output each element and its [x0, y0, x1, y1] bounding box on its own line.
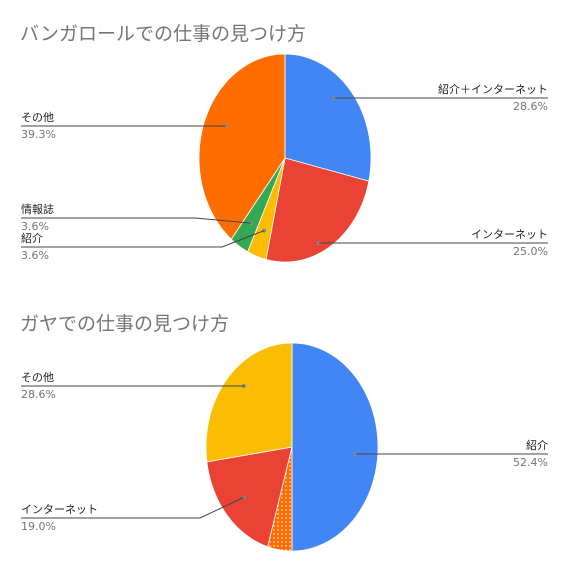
leader-line: [21, 217, 252, 224]
slice-percentage: 52.4%: [513, 456, 548, 469]
slice-label: 情報誌: [21, 202, 54, 216]
pie-slice: [230, 157, 286, 253]
slice-label: インターネット: [471, 228, 548, 241]
pie-labels: 紹介 52.4% インターネット 19.0% その他 28.6%: [21, 371, 548, 533]
slice-label: インターネット: [21, 503, 98, 516]
pie-slices: [205, 342, 379, 552]
pie-slice: [247, 157, 286, 260]
pie-leader-lines: [21, 96, 548, 248]
slice-label: 紹介＋インターネット: [438, 83, 548, 96]
pie-slice: [265, 157, 370, 263]
slice-label: 紹介: [21, 232, 43, 245]
chart-gaya: ガヤでの仕事の見つけ方 紹介 52.4% インターネット 19.0% その他 28.6%: [20, 313, 548, 552]
chart-bangalore: バンガロールでの仕事の見つけ方 紹介＋インターネット 28.6% インターネット 25…: [20, 23, 548, 263]
leader-line: [21, 230, 265, 248]
leader-dot: [316, 241, 321, 245]
chart-title: バンガロールでの仕事の見つけ方: [20, 23, 306, 45]
pie-slice: [206, 446, 293, 548]
pie-slices: [198, 53, 372, 263]
pie-slice: [205, 342, 293, 463]
slice-percentage: 25.0%: [513, 245, 548, 258]
slice-percentage: 39.3%: [21, 128, 56, 141]
pie-slice: [284, 53, 372, 182]
slice-label: その他: [21, 371, 54, 384]
slice-percentage: 3.6%: [21, 249, 49, 262]
leader-dot: [262, 228, 267, 233]
leader-dot: [249, 221, 254, 226]
slice-percentage: 19.0%: [21, 520, 56, 533]
slice-label: その他: [21, 111, 54, 124]
leader-dot: [222, 124, 227, 128]
leader-line: [21, 496, 245, 519]
pie-slice: [291, 342, 379, 552]
pie-labels: 紹介＋インターネット28.6%インターネット25.0%紹介3.6%情報誌3.6%…: [21, 83, 548, 262]
slice-percentage: 3.6%: [21, 220, 49, 233]
chart-title: ガヤでの仕事の見つけ方: [20, 313, 229, 335]
slice-label: 紹介: [526, 439, 548, 452]
pie-leader-lines: [21, 384, 548, 519]
pie-slice: [198, 53, 286, 240]
slice-percentage: 28.6%: [21, 388, 56, 401]
slice-percentage: 28.6%: [513, 100, 548, 113]
